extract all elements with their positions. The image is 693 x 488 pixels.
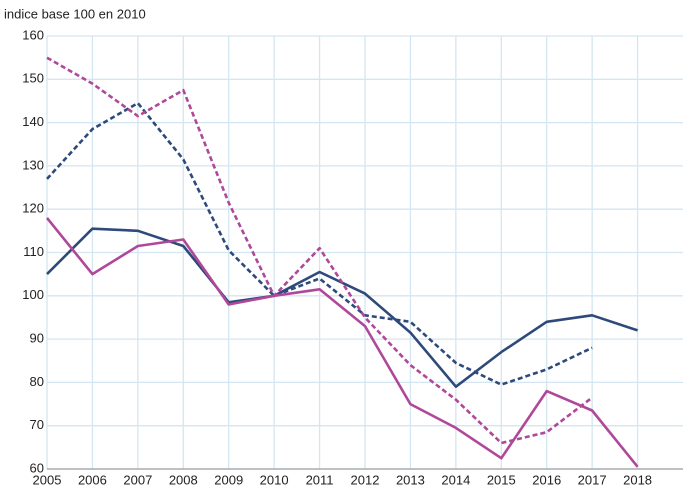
x-tick-label: 2013 [396,472,425,487]
x-tick-label: 2011 [306,472,334,487]
y-tick-label: 150 [22,71,44,86]
y-tick-label: 90 [30,331,44,346]
x-tick-label: 2007 [123,472,152,487]
x-tick-label: 2017 [578,472,607,487]
y-tick-label: 130 [22,157,44,172]
y-tick-label: 60 [30,460,44,475]
x-tick-label: 2014 [441,472,470,487]
x-tick-label: 2018 [623,472,652,487]
y-tick-label: 80 [30,374,44,389]
series-line [46,56,593,445]
series-line [45,217,639,468]
x-tick-label: 2016 [532,472,561,487]
y-tick-label: 120 [22,201,44,216]
y-tick-label: 70 [30,417,44,432]
x-tick-label: 2005 [33,472,62,487]
x-tick-label: 2010 [260,472,289,487]
x-tick-label: 2009 [214,472,243,487]
x-tick-label: 2012 [351,472,380,487]
y-tick-label: 110 [23,244,44,259]
y-tick-label: 100 [22,287,44,302]
y-tick-label: 160 [22,27,44,42]
x-tick-label: 2006 [78,472,107,487]
y-tick-label: 140 [22,114,44,129]
x-tick-label: 2015 [487,472,516,487]
x-tick-label: 2008 [169,472,198,487]
chart-title: indice base 100 en 2010 [4,6,146,21]
